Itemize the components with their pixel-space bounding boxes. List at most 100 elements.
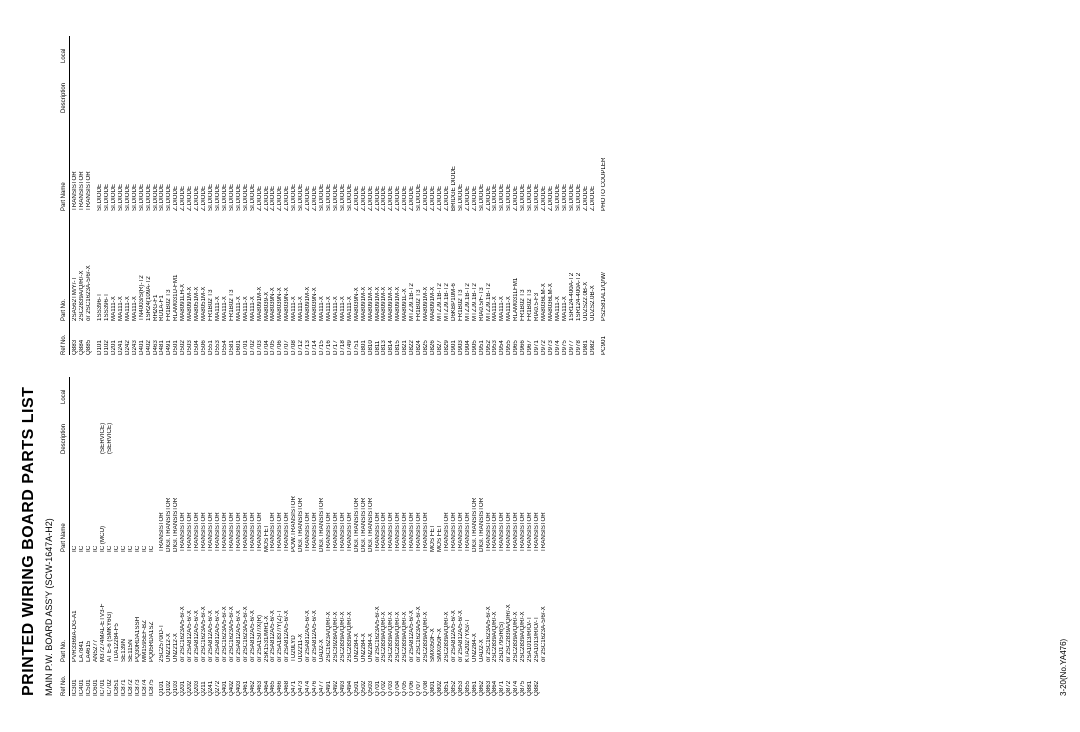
cell-part: 1SR124-400A-T2: [576, 211, 583, 321]
table-row: D829MTZJ9.1B-T2Z.DIODE: [444, 36, 451, 355]
table-row: D822MTZJ9.1B-T2Z.DIODE: [409, 36, 416, 355]
cell-part: FR1B02 T3: [229, 211, 236, 321]
cell-name: IC: [93, 454, 100, 552]
cell-name: SI.DIODE: [118, 113, 125, 211]
cell-desc: [416, 63, 423, 113]
table-row: D901D6KBP10M-6BRIDGE DIODE: [451, 36, 458, 355]
cell-desc: [499, 63, 506, 113]
cell-ref: D243: [132, 321, 139, 355]
cell-name: IC: [107, 454, 114, 552]
cell-ref: Q272: [215, 662, 222, 696]
cell-ref: D821: [402, 321, 409, 355]
cell-desc: [520, 404, 527, 454]
table-row: Q853or 2SA812A/5-6/-XTRANSISTOR: [458, 377, 465, 696]
cell-desc: [277, 63, 284, 113]
cell-part: MA8091M-X: [361, 211, 368, 321]
cell-ref: Q704: [395, 662, 402, 696]
cell-name: SI.DIODE: [520, 113, 527, 211]
cell-part: MA8091M-X: [423, 211, 430, 321]
cell-desc: [142, 404, 149, 454]
cell-name: TRANSISTOR: [409, 454, 416, 552]
table-row: D501RLAM031U-FM1Z.DIODE: [173, 36, 180, 355]
cell-ref: Q706: [409, 662, 416, 696]
cell-part: 2SA562TM/Y/-T: [72, 211, 79, 321]
cell-desc: [423, 63, 430, 113]
cell-ref: D704: [264, 321, 271, 355]
table-row: D1021SS396-TSI.DIODE: [104, 36, 111, 355]
cell-desc: [430, 404, 437, 454]
cell-part: or 2SA812A/5-6/-X: [270, 552, 277, 662]
table-row: Q801SMX050F-XMOS FET: [430, 377, 437, 696]
cell-desc: [298, 404, 305, 454]
cell-name: TRANSISTOR: [381, 454, 388, 552]
cell-ref: D829: [444, 321, 451, 355]
cell-ref: D953: [492, 321, 499, 355]
cell-ref: D702: [250, 321, 257, 355]
cell-ref: D978: [576, 321, 583, 355]
cell-part: or 2SC1623A/5-6/-X: [229, 552, 236, 662]
cell-part: PQ05RDA1SZ: [149, 552, 156, 662]
cell-desc: [180, 404, 187, 454]
table-row: D9781SR124-400A-T2SI.DIODE: [576, 36, 583, 355]
cell-ref: D954: [499, 321, 506, 355]
table-row: D810MA8091M-XZ.DIODE: [368, 36, 375, 355]
table-row: D705MA8039N-XZ.DIODE: [270, 36, 277, 355]
cell-name: Z.DIODE: [381, 113, 388, 211]
cell-desc: [159, 404, 166, 454]
cell-part: 2SC2839A/Q/R/-X: [388, 552, 395, 662]
cell-name: TRANSISTOR: [250, 454, 257, 552]
cell-ref: Q701: [375, 662, 382, 696]
cell-part: MA111-X: [250, 211, 257, 321]
cell-name: DIGI.TRANSISTOR: [298, 454, 305, 552]
cell-ref: Q882: [534, 662, 541, 696]
cell-desc: [250, 404, 257, 454]
cell-ref: D601: [236, 321, 243, 355]
cell-desc: [423, 404, 430, 454]
cell-part: or 2SA812A/5-6/-X: [312, 552, 319, 662]
cell-name: TRANSISTOR: [520, 454, 527, 552]
cell-desc: [472, 63, 479, 113]
cell-name: TRANSISTOR: [527, 454, 534, 552]
cell-desc: [437, 63, 444, 113]
cell-name: TRANSISTOR: [333, 454, 340, 552]
cell-part: or 2SA1507/X(R): [257, 552, 264, 662]
cell-name: Z.DIODE: [201, 113, 208, 211]
table-row: Q503UN2284-XDIGI.TRANSISTOR: [368, 377, 375, 696]
cell-ref: D717: [333, 321, 340, 355]
cell-ref: D554: [222, 321, 229, 355]
cell-part: 2SA1013/R/O/-T: [534, 552, 541, 662]
cell-desc: [166, 404, 173, 454]
cell-part: FR1B02 T3: [458, 211, 465, 321]
cell-ref: Q707: [416, 662, 423, 696]
table-row: D751MA8039N-XZ.DIODE: [354, 36, 361, 355]
cell-part: or 2SC1623A-5/6/-X: [541, 552, 548, 662]
cell-name: SI.DIODE: [569, 113, 576, 211]
cell-desc: [243, 63, 250, 113]
cell-ref: D814: [388, 321, 395, 355]
cell-desc: [479, 404, 486, 454]
cell-ref: IC873: [135, 662, 142, 696]
cell-part: AN5277: [93, 552, 100, 662]
cell-part: MA8091M-X: [430, 211, 437, 321]
table-row: Q272or 2SA812A/5-6/-XTRANSISTOR: [215, 377, 222, 696]
table-row: D712MA111-XSI.DIODE: [298, 36, 305, 355]
cell-desc: [368, 63, 375, 113]
cell-ref: Q861: [472, 662, 479, 696]
table-row: D801MA8091M-XZ.DIODE: [361, 36, 368, 355]
cell-ref: D972: [541, 321, 548, 355]
cell-name: Z.DIODE: [423, 113, 430, 211]
cell-desc: [492, 404, 499, 454]
cell-name: PHOTO COUPLER: [601, 113, 608, 211]
cell-ref: D975: [562, 321, 569, 355]
cell-name: Z.DIODE: [264, 113, 271, 211]
cell-name: SI.DIODE: [125, 113, 132, 211]
cell-part: MA8091M-X: [375, 211, 382, 321]
table-row: D953MA111-XSI.DIODE: [492, 36, 499, 355]
table-row: D971RIA0.5-F3SI.DIODE: [534, 36, 541, 355]
cell-part: MA8039N-X: [312, 211, 319, 321]
cell-part: MA111-X: [132, 211, 139, 321]
cell-part: or 2SA812A/5-6/-X: [305, 552, 312, 662]
cell-ref: Q401: [222, 662, 229, 696]
table-row: IC872SE115NIC: [128, 377, 135, 696]
table-row: D491FR1B02 T3SI.DIODE: [166, 36, 173, 355]
